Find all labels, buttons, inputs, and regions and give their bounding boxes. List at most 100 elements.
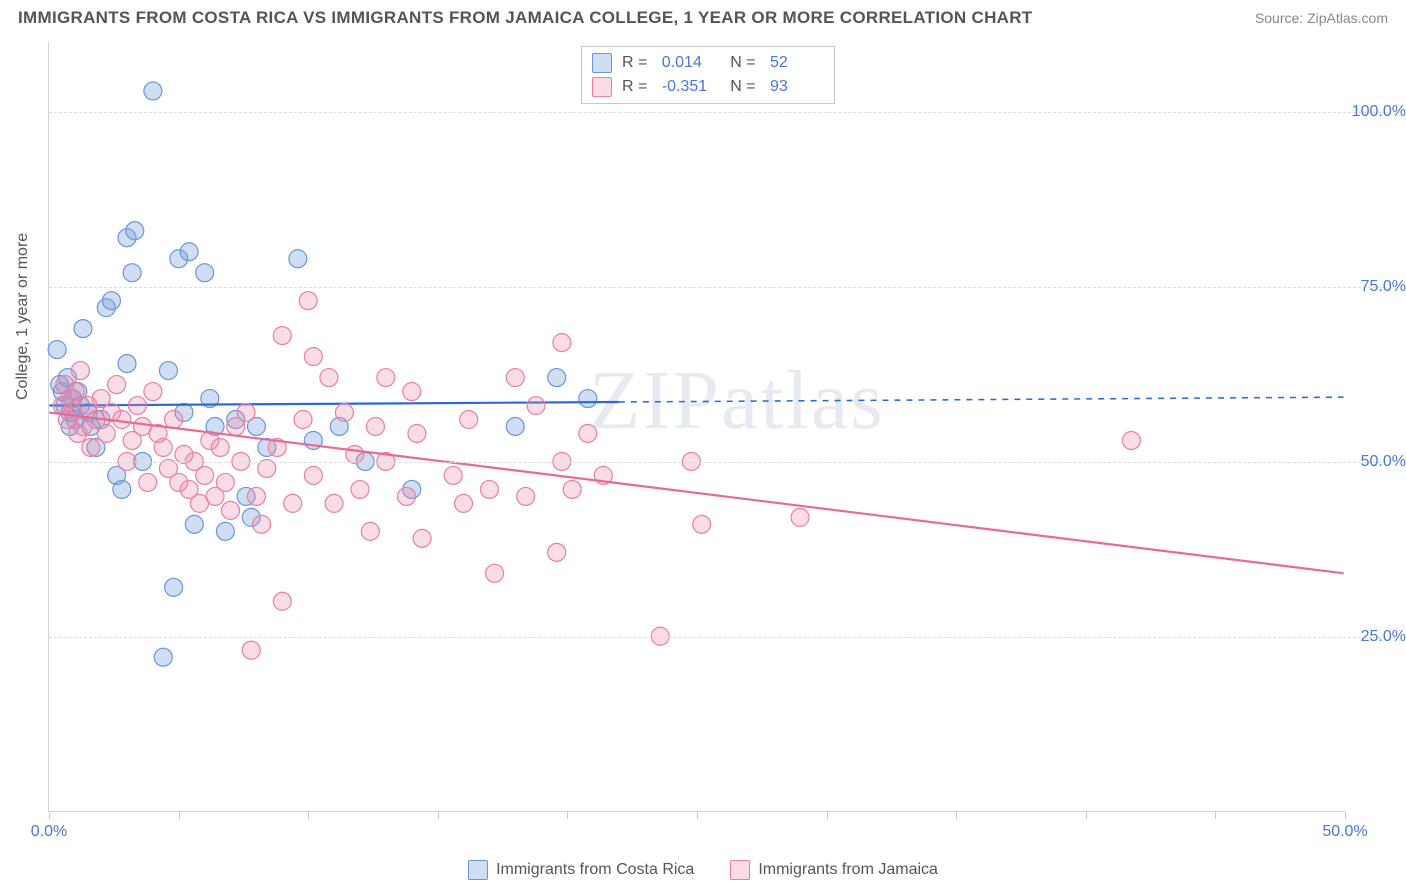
scatter-point (139, 473, 157, 491)
scatter-point (403, 383, 421, 401)
x-tick (438, 811, 439, 819)
legend-swatch-icon (730, 860, 750, 880)
scatter-point (82, 438, 100, 456)
scatter-point (242, 641, 260, 659)
scatter-point (486, 564, 504, 582)
scatter-point (144, 82, 162, 100)
scatter-point (113, 480, 131, 498)
stat-n-label: N = (726, 54, 760, 72)
scatter-point (237, 404, 255, 422)
bottom-legend: Immigrants from Costa Rica Immigrants fro… (0, 860, 1406, 880)
scatter-point (460, 411, 478, 429)
scatter-point (126, 222, 144, 240)
y-tick-label: 75.0% (1361, 278, 1406, 296)
y-tick-label: 25.0% (1361, 628, 1406, 646)
scatter-point (320, 369, 338, 387)
scatter-point (294, 411, 312, 429)
scatter-point (222, 501, 240, 519)
scatter-point (108, 376, 126, 394)
scatter-point (548, 369, 566, 387)
stat-n-value: 93 (770, 78, 824, 96)
legend-label: Immigrants from Costa Rica (496, 861, 694, 878)
scatter-point (413, 529, 431, 547)
scatter-point (527, 397, 545, 415)
scatter-point (273, 592, 291, 610)
scatter-point (216, 473, 234, 491)
scatter-point (284, 494, 302, 512)
scatter-point (351, 480, 369, 498)
scatter-point (216, 522, 234, 540)
scatter-point (548, 543, 566, 561)
scatter-point (247, 487, 265, 505)
y-tick-label: 100.0% (1352, 103, 1406, 121)
x-tick-label: 50.0% (1322, 823, 1367, 841)
scatter-point (273, 327, 291, 345)
x-tick (1215, 811, 1216, 819)
legend-swatch-icon (592, 53, 612, 73)
correlation-stats-box: R = 0.014 N = 52R = -0.351 N = 93 (581, 46, 835, 104)
scatter-point (113, 411, 131, 429)
scatter-point (66, 383, 84, 401)
y-axis-label: College, 1 year or more (14, 233, 32, 400)
scatter-point (377, 369, 395, 387)
x-tick (956, 811, 957, 819)
scatter-point (346, 445, 364, 463)
scatter-point (128, 397, 146, 415)
stat-n-value: 52 (770, 54, 824, 72)
gridline (49, 637, 1386, 638)
stats-row: R = -0.351 N = 93 (592, 75, 824, 99)
scatter-point (123, 264, 141, 282)
x-tick (49, 811, 50, 819)
scatter-point (71, 362, 89, 380)
scatter-point (506, 418, 524, 436)
scatter-point (325, 494, 343, 512)
scatter-point (289, 250, 307, 268)
scatter-point (1122, 431, 1140, 449)
stat-r-value: -0.351 (662, 78, 716, 96)
stats-row: R = 0.014 N = 52 (592, 51, 824, 75)
scatter-plot-svg (49, 42, 1344, 811)
scatter-point (553, 334, 571, 352)
scatter-point (299, 292, 317, 310)
scatter-point (791, 508, 809, 526)
scatter-point (211, 438, 229, 456)
source-label: Source: ZipAtlas.com (1255, 10, 1388, 26)
legend-label: Immigrants from Jamaica (758, 861, 938, 878)
scatter-point (693, 515, 711, 533)
stat-r-label: R = (622, 78, 652, 96)
gridline (49, 287, 1386, 288)
scatter-point (253, 515, 271, 533)
scatter-point (579, 390, 597, 408)
x-tick (1345, 811, 1346, 819)
scatter-point (304, 466, 322, 484)
legend-item: Immigrants from Costa Rica (468, 860, 694, 880)
scatter-point (398, 487, 416, 505)
gridline (49, 112, 1386, 113)
scatter-point (196, 466, 214, 484)
scatter-point (48, 341, 66, 359)
stat-r-value: 0.014 (662, 54, 716, 72)
legend-item: Immigrants from Jamaica (730, 860, 938, 880)
x-tick-label: 0.0% (31, 823, 67, 841)
scatter-point (154, 438, 172, 456)
scatter-point (196, 264, 214, 282)
scatter-point (165, 578, 183, 596)
scatter-point (180, 243, 198, 261)
stat-r-label: R = (622, 54, 652, 72)
scatter-point (579, 425, 597, 443)
chart-title: IMMIGRANTS FROM COSTA RICA VS IMMIGRANTS… (18, 8, 1033, 28)
scatter-point (506, 369, 524, 387)
x-tick (1086, 811, 1087, 819)
y-tick-label: 50.0% (1361, 453, 1406, 471)
scatter-point (97, 425, 115, 443)
scatter-point (165, 411, 183, 429)
scatter-point (304, 348, 322, 366)
scatter-point (367, 418, 385, 436)
scatter-point (74, 320, 92, 338)
x-tick (308, 811, 309, 819)
x-tick (179, 811, 180, 819)
scatter-point (102, 292, 120, 310)
scatter-point (517, 487, 535, 505)
scatter-point (408, 425, 426, 443)
scatter-point (335, 404, 353, 422)
